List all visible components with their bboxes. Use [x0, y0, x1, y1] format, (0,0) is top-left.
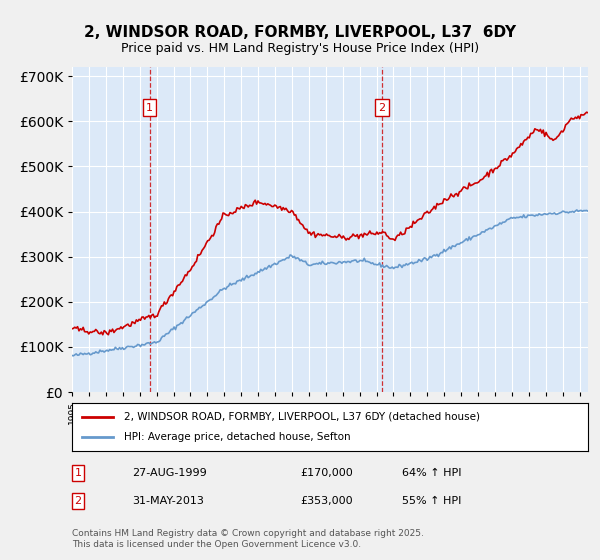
Text: £353,000: £353,000	[300, 496, 353, 506]
Text: 31-MAY-2013: 31-MAY-2013	[132, 496, 204, 506]
Text: 1: 1	[146, 103, 153, 113]
Text: Price paid vs. HM Land Registry's House Price Index (HPI): Price paid vs. HM Land Registry's House …	[121, 42, 479, 55]
Text: 2: 2	[379, 103, 386, 113]
Text: 2: 2	[74, 496, 82, 506]
Text: 1: 1	[74, 468, 82, 478]
Text: £170,000: £170,000	[300, 468, 353, 478]
Text: HPI: Average price, detached house, Sefton: HPI: Average price, detached house, Seft…	[124, 432, 350, 442]
Text: 64% ↑ HPI: 64% ↑ HPI	[402, 468, 461, 478]
Text: 55% ↑ HPI: 55% ↑ HPI	[402, 496, 461, 506]
Text: 2, WINDSOR ROAD, FORMBY, LIVERPOOL, L37  6DY: 2, WINDSOR ROAD, FORMBY, LIVERPOOL, L37 …	[84, 25, 516, 40]
Text: Contains HM Land Registry data © Crown copyright and database right 2025.
This d: Contains HM Land Registry data © Crown c…	[72, 529, 424, 549]
Text: 27-AUG-1999: 27-AUG-1999	[132, 468, 207, 478]
Text: 2, WINDSOR ROAD, FORMBY, LIVERPOOL, L37 6DY (detached house): 2, WINDSOR ROAD, FORMBY, LIVERPOOL, L37 …	[124, 412, 479, 422]
